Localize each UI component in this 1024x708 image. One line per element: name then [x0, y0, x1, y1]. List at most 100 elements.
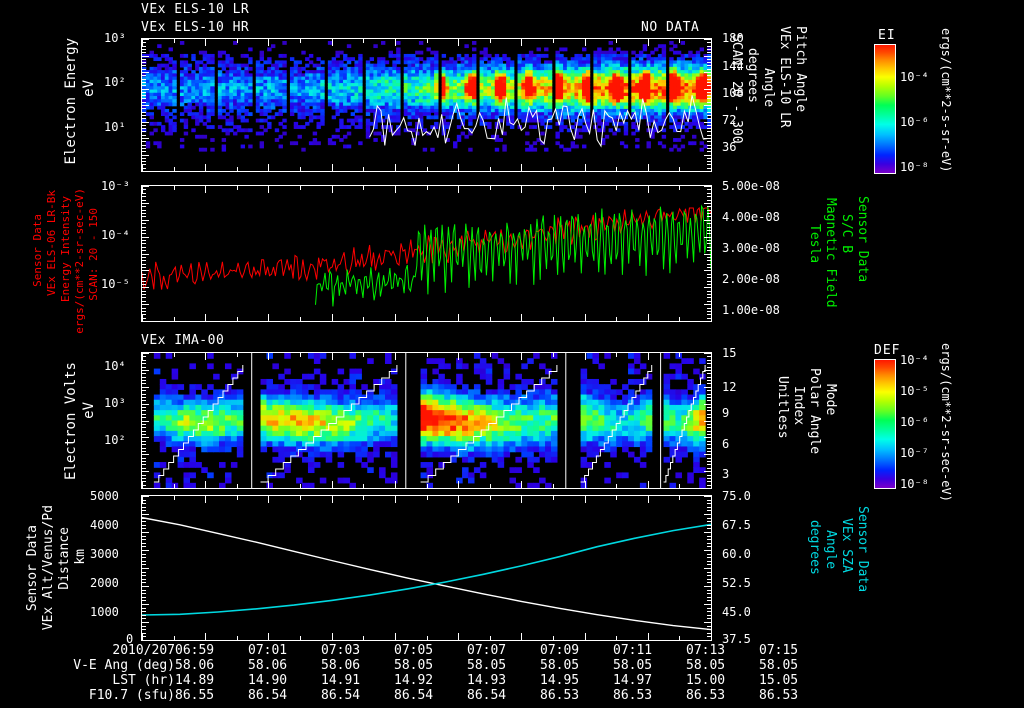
axis-tick — [704, 186, 711, 187]
axis-tick — [458, 633, 460, 640]
axis-tick — [679, 636, 681, 640]
axis-tick — [142, 131, 146, 133]
axis-tick — [142, 206, 146, 208]
axis-tick — [707, 114, 711, 116]
axis-tick — [173, 484, 175, 488]
time-parameter-table: 2010/207 06:59 07:01 07:03 07:05 07:07 07:09 07… — [0, 643, 832, 703]
panel2-ytick-0: 10⁻³ — [101, 179, 130, 193]
axis-tick — [707, 213, 711, 214]
axis-tick — [707, 294, 711, 295]
axis-tick — [489, 636, 491, 640]
axis-tick — [707, 68, 711, 70]
axis-tick — [707, 461, 711, 462]
axis-tick — [458, 314, 460, 321]
panel2-lines — [142, 204, 711, 307]
axis-tick — [647, 496, 649, 503]
axis-tick — [331, 39, 333, 46]
table-cell: 14.97 — [613, 673, 653, 688]
axis-tick — [142, 481, 146, 483]
panel4-rtick-0: 75.0 — [722, 489, 751, 503]
axis-tick — [142, 457, 146, 459]
axis-tick — [142, 111, 146, 113]
axis-tick — [142, 403, 149, 405]
axis-tick — [426, 636, 428, 640]
panel1-spectrogram — [142, 41, 711, 152]
axis-tick — [331, 314, 333, 321]
axis-tick — [707, 267, 711, 268]
table-cell: 58.06 — [175, 658, 215, 673]
axis-tick — [394, 39, 396, 46]
axis-tick — [704, 488, 711, 489]
axis-tick — [173, 167, 175, 171]
axis-tick — [205, 481, 207, 488]
table-cell: 58.05 — [394, 658, 434, 673]
axis-tick — [707, 477, 711, 479]
panel3-rtick-15: 15 — [722, 346, 737, 360]
axis-tick — [584, 164, 586, 171]
axis-tick — [707, 499, 711, 501]
axis-tick — [142, 250, 146, 252]
axis-tick — [142, 202, 149, 204]
axis-tick — [236, 317, 238, 321]
axis-tick — [707, 582, 711, 584]
axis-tick — [707, 151, 711, 153]
panel1-title-lr: VEx ELS-10 LR — [141, 2, 250, 17]
axis-tick — [142, 542, 146, 544]
axis-tick — [142, 496, 143, 503]
axis-tick — [142, 219, 149, 221]
axis-tick — [707, 290, 711, 292]
axis-tick — [616, 484, 618, 488]
axis-tick — [142, 447, 146, 449]
panel4-rtick-1: 67.5 — [722, 518, 751, 532]
axis-tick — [142, 383, 146, 385]
table-cell: 07:05 — [394, 643, 434, 658]
axis-tick — [142, 314, 146, 316]
axis-tick — [552, 496, 554, 500]
axis-tick — [707, 434, 711, 435]
panel3-cb-tick-1: 10⁻⁵ — [900, 384, 929, 398]
axis-tick — [711, 186, 712, 193]
axis-tick — [142, 236, 149, 238]
axis-tick — [707, 209, 711, 211]
panel4-rtick-2: 60.0 — [722, 547, 751, 561]
axis-tick — [552, 186, 554, 190]
axis-tick — [142, 294, 146, 295]
axis-tick — [331, 496, 333, 503]
axis-tick — [142, 517, 146, 519]
axis-tick — [704, 88, 711, 90]
axis-tick — [489, 167, 491, 171]
table-cell: 07:13 — [686, 643, 726, 658]
axis-tick — [142, 484, 146, 486]
axis-tick — [707, 167, 711, 169]
axis-tick — [142, 607, 146, 609]
axis-tick — [142, 48, 146, 50]
axis-tick — [142, 240, 146, 241]
panel1-rtick-36: 36 — [722, 140, 737, 154]
panel3-colorbar-name: DEF — [874, 343, 901, 358]
panel3-cb-tick-4: 10⁻⁸ — [900, 477, 929, 491]
axis-tick — [707, 457, 711, 459]
axis-tick — [142, 161, 146, 163]
axis-tick — [142, 263, 146, 265]
axis-tick — [394, 164, 396, 171]
axis-tick — [142, 589, 146, 591]
axis-tick — [711, 633, 712, 640]
axis-tick — [707, 400, 711, 402]
axis-tick — [704, 532, 711, 533]
axis-tick — [704, 496, 711, 497]
axis-tick — [300, 167, 302, 171]
axis-tick — [707, 317, 711, 319]
axis-tick — [205, 164, 207, 171]
axis-tick — [707, 636, 711, 638]
axis-tick — [704, 270, 711, 272]
axis-tick — [707, 157, 711, 159]
axis-tick — [707, 506, 711, 508]
table-cell: 58.06 — [248, 658, 288, 673]
axis-tick — [704, 219, 711, 221]
axis-tick — [707, 467, 711, 469]
axis-tick — [552, 353, 554, 357]
axis-tick — [300, 496, 302, 500]
axis-tick — [142, 167, 146, 169]
axis-tick — [142, 199, 146, 201]
panel2-ytick-1: 10⁻⁴ — [101, 228, 130, 242]
